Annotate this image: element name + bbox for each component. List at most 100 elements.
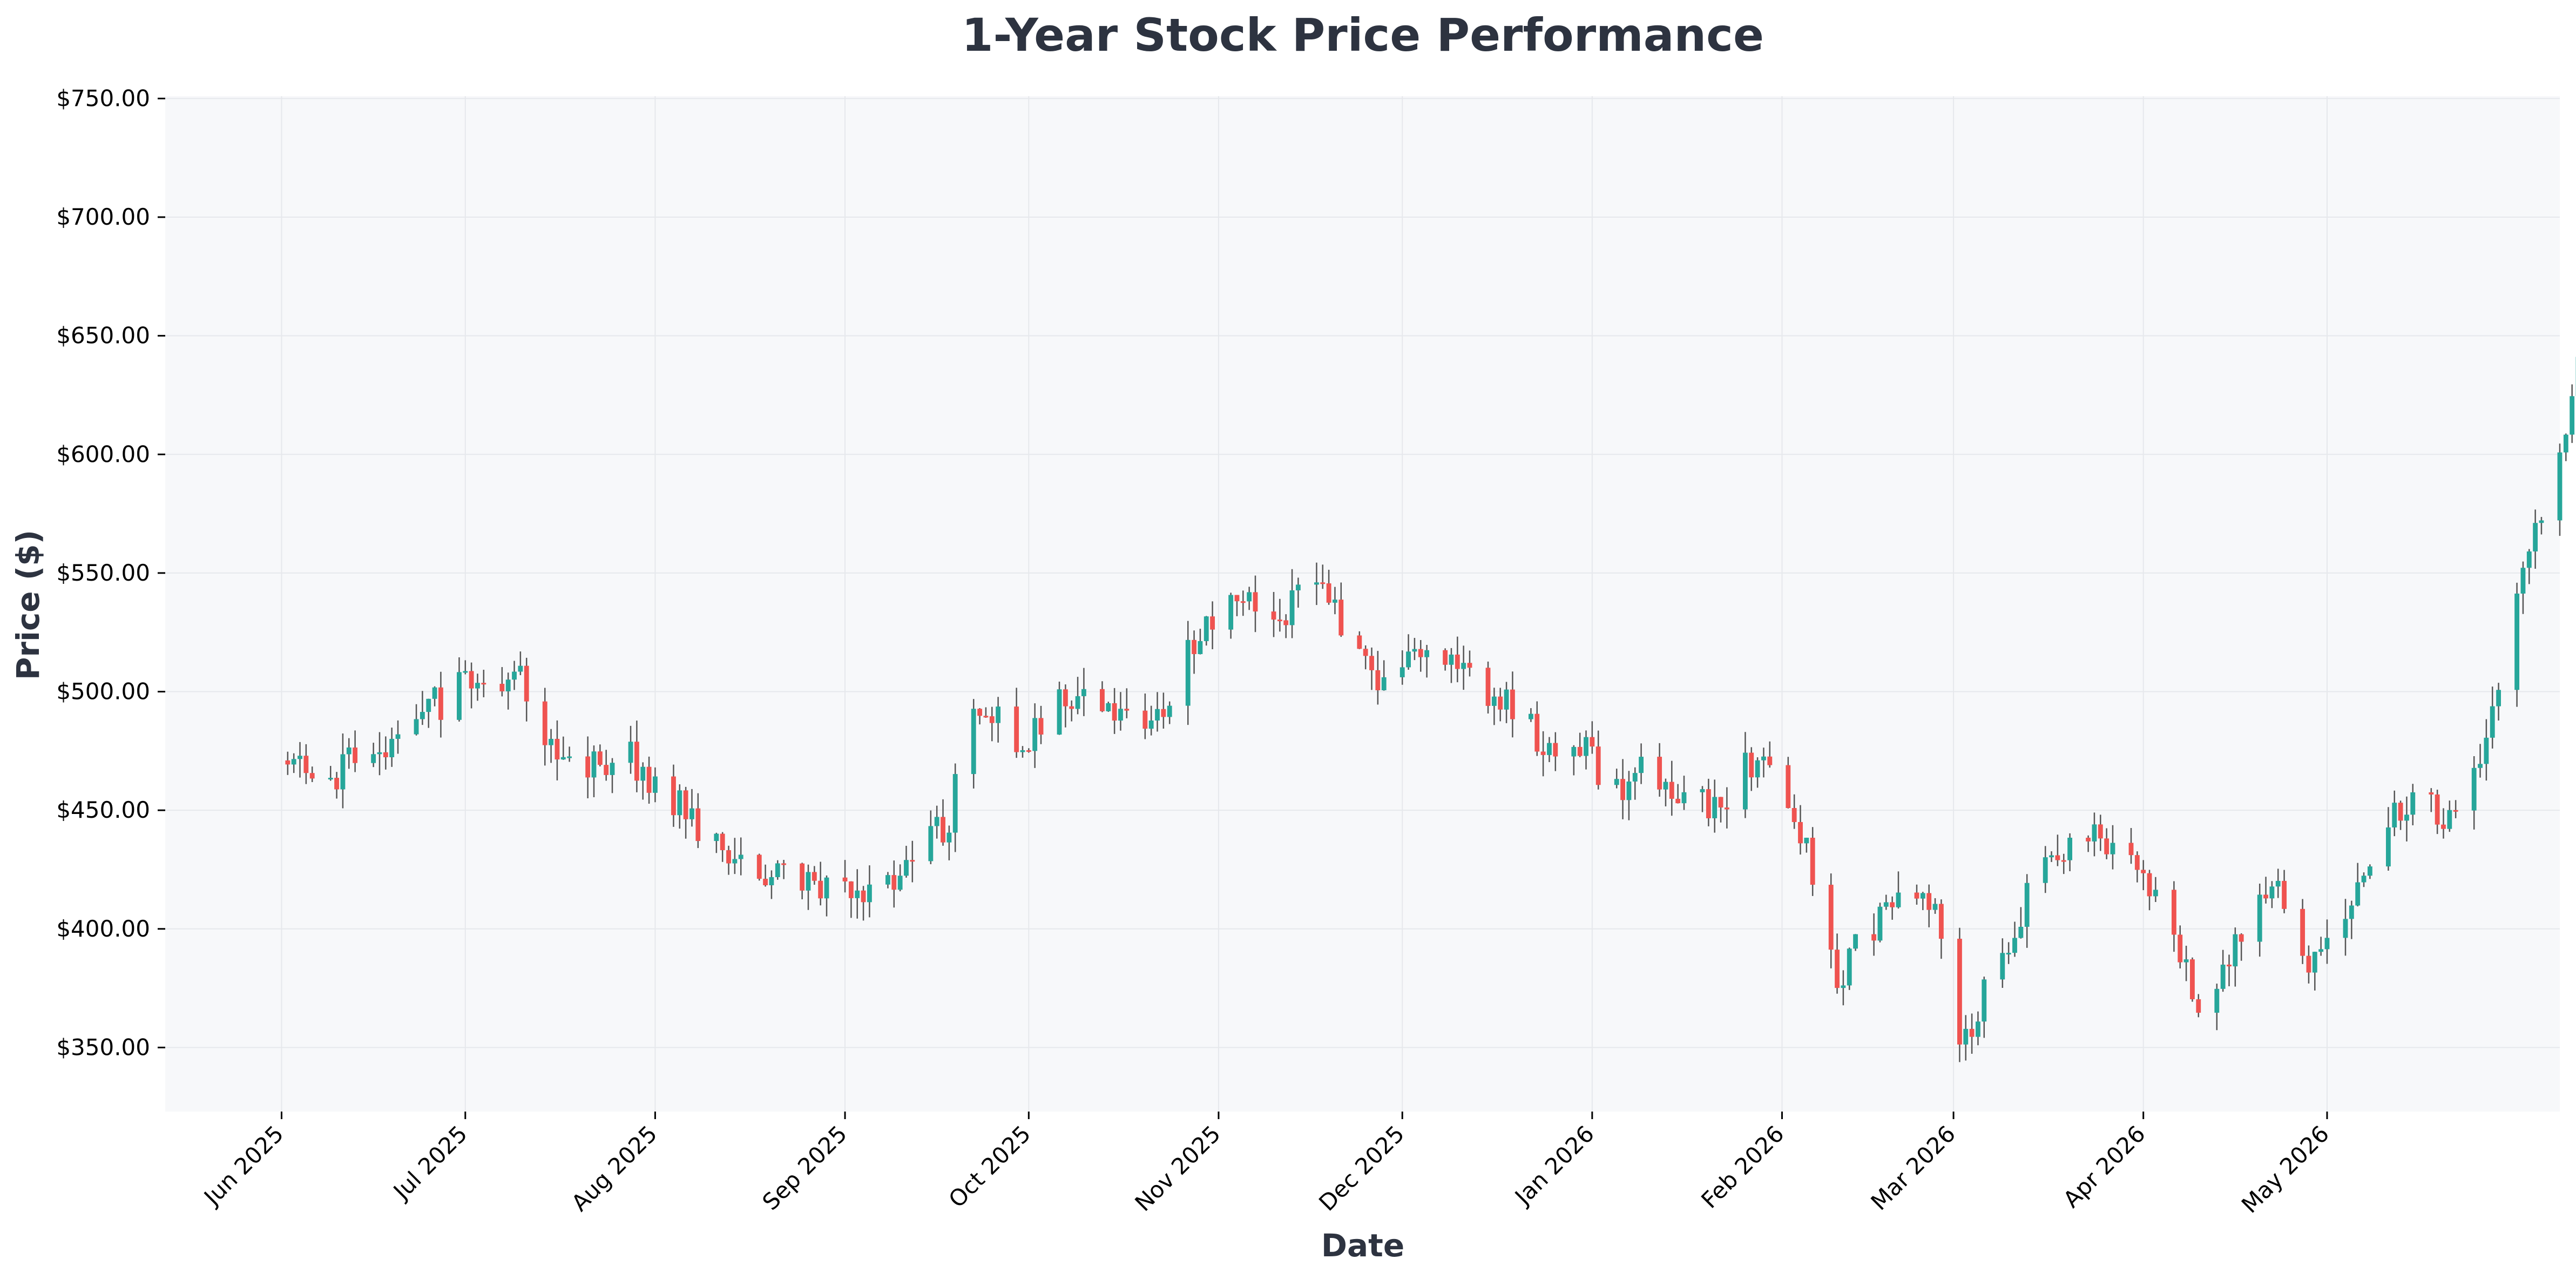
candle-body xyxy=(1338,600,1344,636)
candle xyxy=(2520,561,2526,614)
candle-body xyxy=(328,778,333,780)
candle-body xyxy=(1399,667,1405,677)
candle-body xyxy=(671,776,676,816)
candle xyxy=(677,784,682,829)
candle xyxy=(1198,629,1203,655)
candle xyxy=(1063,684,1068,728)
candle xyxy=(1871,913,1877,956)
candle xyxy=(1155,692,1160,732)
candle xyxy=(855,869,860,919)
candle xyxy=(683,786,688,839)
candle-body xyxy=(2343,919,2348,938)
candle-body xyxy=(1295,584,1301,591)
candle xyxy=(2429,788,2434,812)
candle-body xyxy=(1148,721,1154,729)
candle xyxy=(897,864,903,892)
candle-body xyxy=(2024,883,2030,927)
candle-body xyxy=(285,760,290,765)
candle xyxy=(1106,702,1111,712)
candle xyxy=(996,697,1001,743)
y-tick-label: $400.00 xyxy=(56,916,150,942)
candle xyxy=(2043,846,2048,893)
candle xyxy=(934,805,939,839)
candle xyxy=(1020,746,1025,758)
candle-body xyxy=(2514,593,2520,690)
candle xyxy=(481,670,486,697)
candle xyxy=(1069,700,1074,722)
candle-body xyxy=(604,765,609,775)
candle-body xyxy=(756,854,762,879)
candle-body xyxy=(475,683,480,689)
candle-body xyxy=(640,766,646,781)
candle xyxy=(2471,756,2477,830)
candle xyxy=(1167,701,1172,724)
candle-body xyxy=(1657,757,1662,790)
candle-body xyxy=(1026,750,1031,752)
candle-body xyxy=(1424,650,1430,657)
candle xyxy=(1791,794,1797,829)
candle xyxy=(383,736,388,770)
candle-body xyxy=(512,671,517,680)
candle-body xyxy=(1185,640,1191,706)
candle-body xyxy=(1590,737,1595,747)
candle-body xyxy=(1326,583,1331,603)
candle-body xyxy=(2183,959,2189,962)
candle-body xyxy=(1938,904,1944,939)
candle-body xyxy=(2496,690,2501,706)
y-axis-label: Price ($) xyxy=(10,530,46,680)
candle xyxy=(1338,582,1344,637)
candle xyxy=(2343,899,2348,956)
candle-body xyxy=(597,751,603,765)
candle-body xyxy=(2006,953,2011,955)
candle xyxy=(1742,732,1748,818)
candle-body xyxy=(1553,743,1558,757)
candle xyxy=(1890,896,1895,920)
candle xyxy=(2098,814,2103,851)
candle xyxy=(1639,743,1644,784)
candle-body xyxy=(2086,837,2091,842)
candle-body xyxy=(1020,750,1025,752)
candle xyxy=(1038,705,1044,744)
candle-body xyxy=(414,719,419,735)
candle-body xyxy=(371,754,376,763)
candle-body xyxy=(1786,765,1791,809)
candle xyxy=(634,721,639,792)
candle xyxy=(291,753,296,773)
candle xyxy=(420,691,425,725)
candle-body xyxy=(2227,964,2232,967)
candle-body xyxy=(2110,843,2115,854)
candle-body xyxy=(1877,906,1883,941)
candle-body xyxy=(2435,794,2440,825)
candle xyxy=(861,886,866,921)
candle xyxy=(1443,648,1448,671)
candle xyxy=(1632,767,1638,800)
candle-body xyxy=(996,706,1001,723)
candle-body xyxy=(469,671,474,689)
candle xyxy=(2233,927,2238,987)
candle-body xyxy=(463,671,468,673)
candle-body xyxy=(683,790,688,819)
candle xyxy=(1614,769,1619,789)
candle-body xyxy=(591,751,597,778)
candle xyxy=(524,657,529,722)
candle xyxy=(885,872,890,888)
candle xyxy=(1449,648,1454,683)
candle xyxy=(2183,946,2189,981)
candle-body xyxy=(1718,797,1723,808)
candle xyxy=(1375,651,1381,705)
candle-body xyxy=(2520,568,2526,594)
candle-body xyxy=(1357,635,1362,649)
y-tick-label: $600.00 xyxy=(56,441,150,467)
candle-body xyxy=(2490,706,2495,738)
candle xyxy=(1534,701,1540,756)
candle xyxy=(640,762,646,800)
candle xyxy=(1333,587,1337,615)
candle xyxy=(2367,864,2372,879)
candle xyxy=(1700,786,1705,812)
candle-body xyxy=(1890,902,1895,907)
candle-body xyxy=(910,860,915,862)
candle xyxy=(2349,900,2354,939)
candle xyxy=(1504,682,1509,723)
candle xyxy=(1969,1013,1975,1054)
candle-body xyxy=(1712,797,1718,818)
